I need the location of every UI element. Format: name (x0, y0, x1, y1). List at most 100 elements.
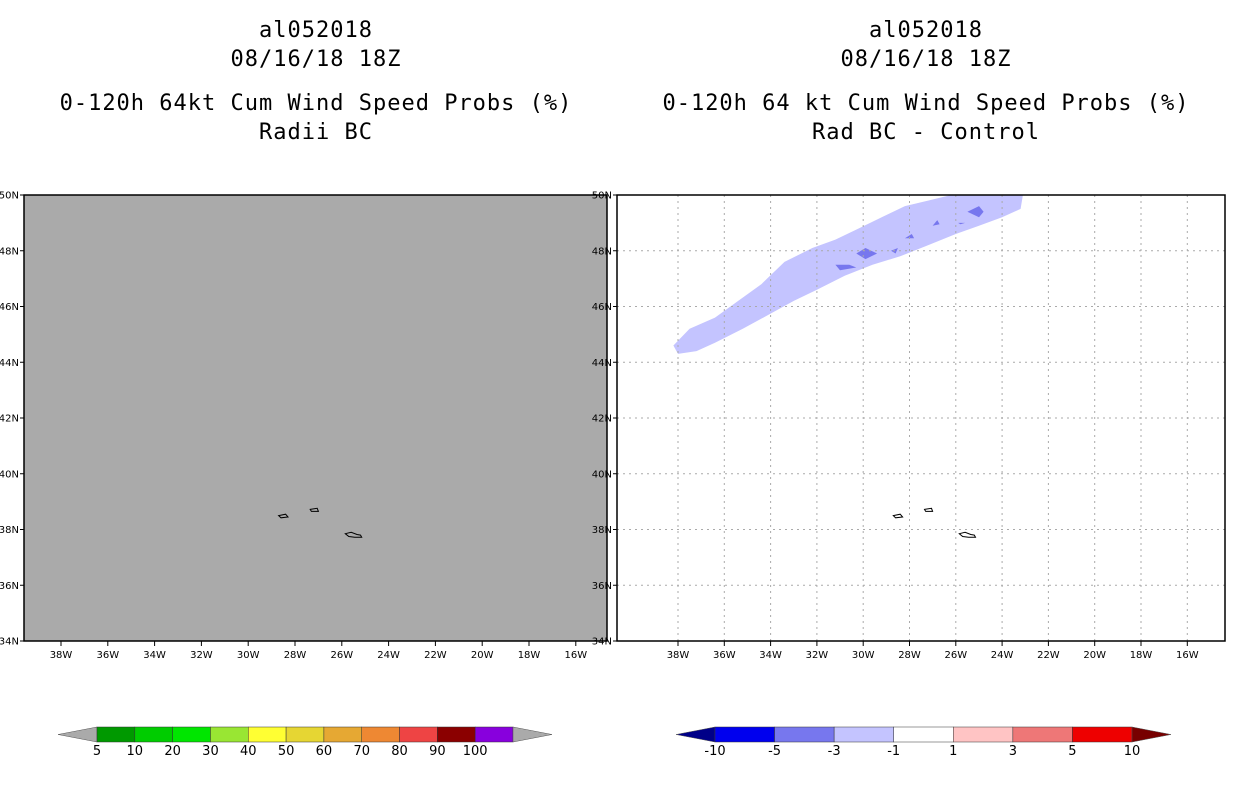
map-content (617, 195, 1225, 641)
colorbar-segment (714, 726, 775, 743)
y-tick-label: 46N (0, 302, 19, 313)
map-panel-right: 38W 36W 34W 32W 30W 28W 26W 24W 22W 20W 18W 16W 34N 3… (592, 191, 1226, 661)
x-tick-label: 36W (96, 650, 119, 661)
colorbar-label: 5 (93, 744, 101, 759)
colorbar-label: 100 (463, 744, 488, 759)
x-tick-label: 26W (330, 650, 353, 661)
x-tick-label: 34W (143, 650, 166, 661)
y-tick-label: 38N (592, 525, 612, 536)
y-tick-label: 38N (0, 525, 19, 536)
x-tick-label: 28W (284, 650, 307, 661)
y-tick-label: 34N (592, 637, 612, 648)
colorbar-segment (134, 726, 173, 743)
colorbar-segment (323, 726, 362, 743)
prob-field-2 (856, 248, 878, 260)
x-tick-label: 16W (1176, 650, 1199, 661)
colorbar-label: 50 (278, 744, 295, 759)
island-outline-0 (277, 513, 289, 519)
y-tick-label: 48N (592, 246, 612, 257)
island-outline-1 (309, 507, 320, 512)
y-tick-label: 46N (592, 302, 612, 313)
left-panel-title: al052018 08/16/18 18Z 0-120h 64kt Cum Wi… (24, 16, 608, 147)
y-tick-label: 34N (0, 637, 19, 648)
left-datetime: 08/16/18 18Z (230, 47, 402, 72)
colorbar-label: 60 (316, 744, 333, 759)
colorbar-segment (437, 726, 476, 743)
colorbar-label: -1 (887, 744, 900, 759)
island-outline-0 (892, 513, 904, 519)
x-tick-label: 22W (1037, 650, 1060, 661)
colorbar-label: 70 (353, 744, 370, 759)
colorbar-label: 10 (127, 744, 144, 759)
colorbar-segment (1012, 726, 1073, 743)
prob-field-5 (932, 220, 940, 226)
y-tick-label: 40N (592, 469, 612, 480)
colorbar-label: 30 (202, 744, 219, 759)
x-tick-label: 28W (898, 650, 921, 661)
x-tick-label: 16W (564, 650, 587, 661)
colorbar-segment (248, 726, 287, 743)
y-tick-label: 42N (592, 414, 612, 425)
x-tick-label: 22W (424, 650, 447, 661)
colorbar-label: -5 (768, 744, 781, 759)
x-tick-label: 26W (944, 650, 967, 661)
colorbar-segment (210, 726, 249, 743)
colorbar-under-arrow (675, 726, 716, 743)
right-storm-id: al052018 (869, 18, 983, 43)
island-outline-2 (344, 531, 363, 538)
right-product-subtitle: Rad BC - Control (812, 120, 1040, 145)
colorbar-label: 20 (164, 744, 181, 759)
colorbar-segment (1072, 726, 1133, 743)
colorbar-segment (361, 726, 400, 743)
y-tick-label: 40N (0, 469, 19, 480)
prob-field-0 (673, 195, 1023, 354)
colorbar-segment (474, 726, 514, 743)
colorbar-segment (172, 726, 211, 743)
colorbar-segment (953, 726, 1014, 743)
x-tick-label: 20W (1083, 650, 1106, 661)
colorbar-segment (893, 726, 954, 743)
x-tick-label: 34W (759, 650, 782, 661)
y-tick-label: 50N (0, 191, 19, 202)
colorbar-left: 5 10 20 30 40 50 60 70 80 90 100 (57, 726, 553, 759)
colorbar-label: 80 (391, 744, 408, 759)
map-background (617, 195, 1225, 641)
island-outline-1 (923, 507, 934, 512)
x-tick-label: 24W (377, 650, 400, 661)
colorbar-label: 40 (240, 744, 257, 759)
prob-field-4 (904, 234, 915, 239)
x-tick-label: 24W (991, 650, 1014, 661)
x-tick-label: 20W (471, 650, 494, 661)
right-panel-title: al052018 08/16/18 18Z 0-120h 64 kt Cum W… (616, 16, 1236, 147)
colorbar-right: -10 -5 -3 -1 1 3 5 10 (675, 726, 1172, 759)
colorbar-segment (96, 726, 136, 743)
colorbar-segment (399, 726, 438, 743)
colorbar-label: 1 (949, 744, 957, 759)
colorbar-label: 90 (429, 744, 446, 759)
colorbar-segment (285, 726, 325, 743)
colorbar-segment (774, 726, 835, 743)
map-panel-left: 38W 36W 34W 32W 30W 28W 26W 24W 22W 20W 18W 16W 34N 3… (0, 191, 608, 661)
left-product-title: 0-120h 64kt Cum Wind Speed Probs (%) (59, 91, 573, 116)
colorbar-under-arrow (57, 726, 98, 743)
right-product-title: 0-120h 64 kt Cum Wind Speed Probs (%) (662, 91, 1190, 116)
x-tick-label: 18W (518, 650, 541, 661)
colorbar-over-arrow (512, 726, 553, 743)
prob-field-7 (958, 222, 966, 225)
x-tick-label: 36W (713, 650, 736, 661)
y-tick-label: 36N (0, 581, 19, 592)
y-tick-label: 42N (0, 414, 19, 425)
x-tick-label: 32W (806, 650, 829, 661)
colorbar-label: 3 (1009, 744, 1017, 759)
colorbar-label: 10 (1124, 744, 1141, 759)
colorbar-over-arrow (1131, 726, 1172, 743)
x-tick-label: 30W (852, 650, 875, 661)
x-tick-label: 30W (237, 650, 260, 661)
y-tick-label: 36N (592, 581, 612, 592)
x-tick-label: 38W (50, 650, 73, 661)
prob-field-6 (967, 206, 984, 218)
left-storm-id: al052018 (259, 18, 373, 43)
y-tick-label: 48N (0, 246, 19, 257)
prob-field-1 (835, 264, 857, 271)
